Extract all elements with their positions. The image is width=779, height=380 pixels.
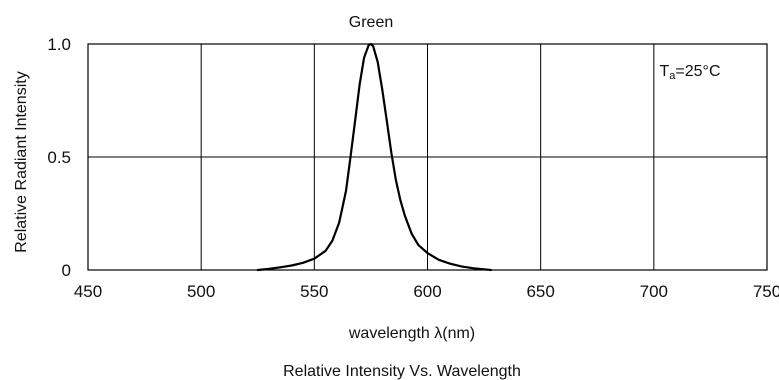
spectrum-curve [256, 42, 492, 272]
x-tick-label-1: 500 [187, 282, 215, 301]
x-tick-label-5: 700 [640, 282, 668, 301]
y-axis-tick-labels: 0 0.5 1.0 [47, 35, 71, 280]
plot-frame [87, 43, 768, 271]
chart-caption: Relative Intensity Vs. Wavelength [283, 363, 521, 380]
y-tick-label-1: 0.5 [47, 148, 71, 167]
x-tick-label-6: 750 [753, 282, 779, 301]
annotation-base: T [660, 63, 670, 80]
y-tick-label-2: 1.0 [47, 35, 71, 54]
annotation-subscript: a [669, 70, 676, 82]
chart-title: Green [349, 14, 393, 31]
grid-lines [88, 44, 767, 270]
x-tick-label-0: 450 [74, 282, 102, 301]
annotation-rest: =25°C [675, 63, 720, 80]
y-axis-label: Relative Radiant Intensity [13, 71, 30, 252]
x-axis-tick-labels: 450 500 550 600 650 700 750 [74, 282, 779, 301]
x-tick-label-4: 650 [526, 282, 554, 301]
y-tick-label-0: 0 [62, 261, 71, 280]
temperature-annotation: Ta=25°C [660, 63, 721, 82]
x-axis-label: wavelength λ(nm) [348, 325, 475, 342]
x-tick-label-3: 600 [413, 282, 441, 301]
x-tick-label-2: 550 [300, 282, 328, 301]
